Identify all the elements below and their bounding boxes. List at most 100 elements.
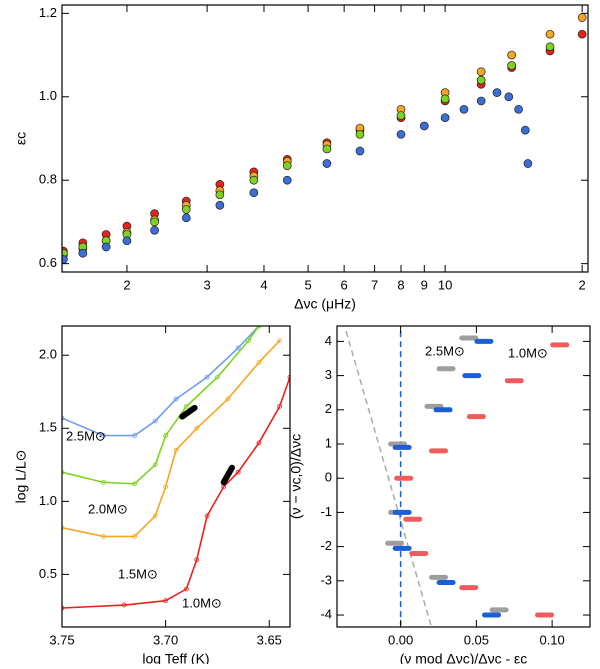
- annotation: 1.0M⊙: [508, 345, 548, 360]
- track-point: [62, 525, 65, 531]
- x-tick-label: 8: [397, 277, 404, 292]
- track-point: [163, 598, 169, 604]
- track-point: [152, 513, 158, 519]
- y-tick-label: 1: [325, 435, 332, 450]
- track-point: [215, 374, 220, 380]
- point: [322, 159, 332, 168]
- point: [150, 225, 159, 235]
- point: [355, 129, 365, 139]
- track-point: [62, 605, 65, 611]
- annotation: 1.5M⊙: [118, 566, 158, 581]
- point: [62, 255, 68, 264]
- point: [507, 50, 516, 60]
- annotation: 2.0M⊙: [88, 501, 128, 516]
- track-point: [235, 469, 241, 475]
- point: [215, 200, 225, 210]
- y-tick-label: 1.2: [39, 5, 57, 20]
- point: [520, 125, 530, 135]
- point: [101, 242, 111, 252]
- plot-frame: [336, 325, 591, 628]
- y-tick-label: -4: [320, 606, 332, 621]
- x-tick-label: 0.10: [539, 632, 564, 647]
- y-axis-label: εc: [13, 132, 29, 145]
- x-tick-label: 5: [304, 277, 311, 292]
- point: [322, 144, 332, 154]
- track-point: [194, 425, 200, 431]
- point: [122, 236, 132, 246]
- y-tick-label: -3: [320, 572, 332, 587]
- y-tick-label: -2: [320, 538, 332, 553]
- point: [150, 217, 159, 227]
- y-tick-label: 0: [325, 470, 332, 485]
- track-point: [246, 338, 251, 344]
- y-tick-label: 0.8: [39, 172, 57, 187]
- x-tick-label: 2: [579, 277, 586, 292]
- x-tick-label: 7: [371, 277, 378, 292]
- track-point: [277, 338, 283, 344]
- annotation: 1.0M⊙: [182, 595, 222, 610]
- point: [282, 175, 292, 185]
- point: [440, 94, 450, 104]
- point: [545, 29, 555, 39]
- plot-frame: [61, 4, 589, 273]
- point: [504, 92, 514, 102]
- track-point: [132, 534, 137, 539]
- y-tick-label: 4: [325, 333, 332, 348]
- point: [249, 175, 259, 185]
- track-point: [204, 374, 210, 380]
- line: [179, 404, 198, 420]
- track-point: [173, 447, 179, 453]
- x-tick-label: 0.05: [464, 632, 489, 647]
- y-tick-label: 2: [325, 401, 332, 416]
- point: [577, 29, 587, 39]
- point: [78, 248, 88, 258]
- y-tick-label: 1.0: [39, 493, 57, 508]
- line: [62, 326, 260, 485]
- x-tick-label: 4: [260, 277, 267, 292]
- track-point: [173, 396, 179, 402]
- point: [181, 213, 191, 223]
- track-point: [132, 433, 137, 438]
- line: [220, 464, 235, 486]
- x-tick-label: 3.75: [49, 632, 74, 647]
- point: [215, 190, 225, 200]
- x-tick-label: 2: [123, 277, 130, 292]
- x-tick-label: 6: [341, 277, 348, 292]
- y-axis-label: log L/L⊙: [13, 450, 29, 504]
- line: [62, 339, 281, 538]
- point: [396, 111, 406, 120]
- point: [355, 146, 365, 156]
- x-tick-label: 9: [421, 277, 428, 292]
- annotation: 2.5M⊙: [425, 343, 465, 358]
- point: [476, 96, 486, 106]
- point: [523, 159, 533, 168]
- point: [514, 104, 523, 114]
- x-axis-label: (ν mod Δνc)/Δνc - εc: [400, 651, 528, 664]
- plot-area: [62, 13, 587, 264]
- track-point: [256, 440, 262, 446]
- line: [345, 330, 432, 626]
- line: [62, 376, 290, 609]
- point: [249, 188, 259, 198]
- y-tick-label: 2.0: [39, 347, 57, 362]
- point: [507, 61, 516, 70]
- y-tick-label: 0.5: [39, 566, 57, 581]
- y-axis-label: (ν − νc,0)/Δνc: [288, 434, 304, 519]
- track-point: [62, 415, 65, 421]
- point: [459, 104, 469, 114]
- point: [396, 129, 406, 139]
- x-tick-label: 10: [438, 277, 452, 292]
- point: [282, 161, 292, 170]
- track-point: [163, 484, 169, 490]
- y-tick-label: 1.0: [39, 88, 57, 103]
- x-axis-label: Δνc (μHz): [294, 296, 356, 312]
- track-point: [62, 469, 65, 475]
- track-point: [152, 462, 158, 468]
- point: [476, 67, 486, 77]
- point: [492, 88, 502, 97]
- track-point: [235, 345, 241, 351]
- track-point: [121, 602, 127, 608]
- track-point: [256, 326, 262, 329]
- plot-area: [345, 330, 570, 626]
- annotation: 2.5M⊙: [66, 428, 106, 443]
